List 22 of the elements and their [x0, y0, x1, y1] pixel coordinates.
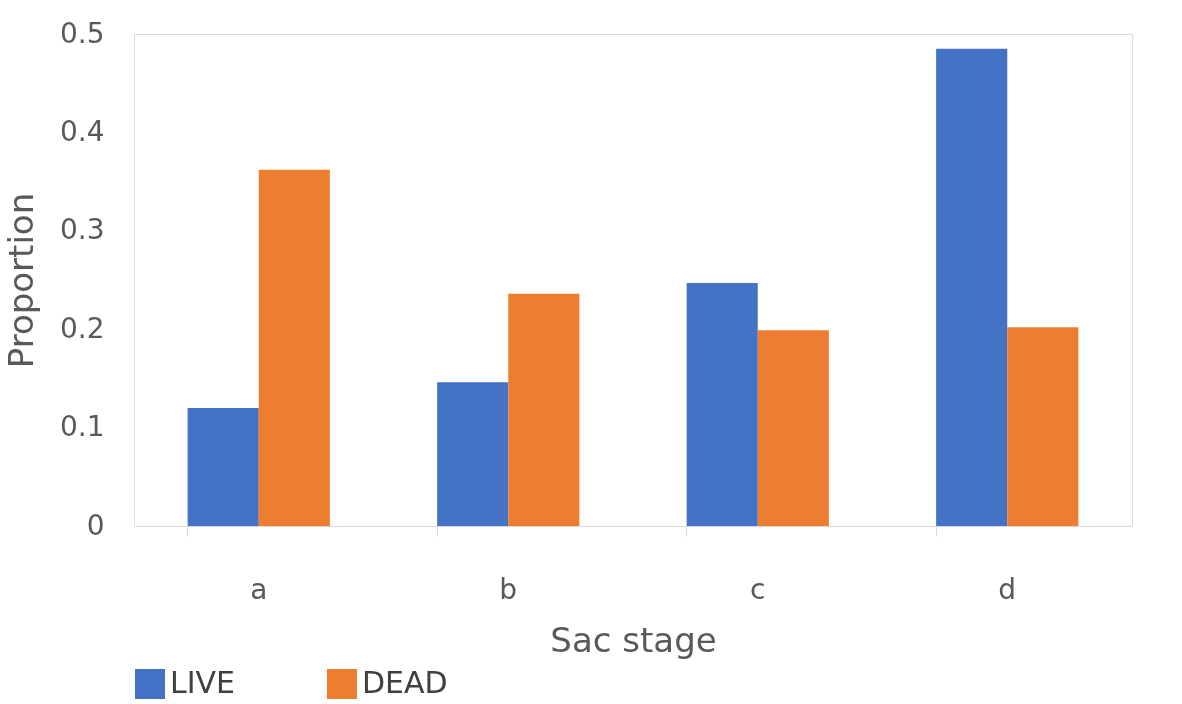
bar [437, 382, 509, 526]
x-axis-title: Sac stage [550, 619, 717, 660]
y-tick-label: 0.4 [59, 114, 105, 148]
bar [508, 293, 580, 526]
bar [258, 169, 330, 526]
y-tick-label: 0.2 [59, 311, 105, 345]
bar [187, 407, 259, 526]
x-tick-label: d [998, 572, 1017, 606]
y-tick-label: 0 [86, 508, 105, 542]
x-tick-label: a [250, 572, 268, 606]
y-tick-label: 0.3 [59, 213, 105, 247]
x-tick-label: b [499, 572, 518, 606]
bar [936, 48, 1008, 526]
y-axis-title: Proportion [0, 192, 41, 369]
y-tick-label: 0.5 [59, 16, 105, 50]
legend-label: LIVE [170, 665, 236, 700]
bar [1007, 327, 1079, 526]
bar [757, 330, 829, 526]
x-tick-label: c [750, 572, 766, 606]
bar [686, 282, 758, 526]
y-tick-label: 0.1 [59, 410, 105, 444]
legend-label: DEAD [362, 665, 448, 700]
